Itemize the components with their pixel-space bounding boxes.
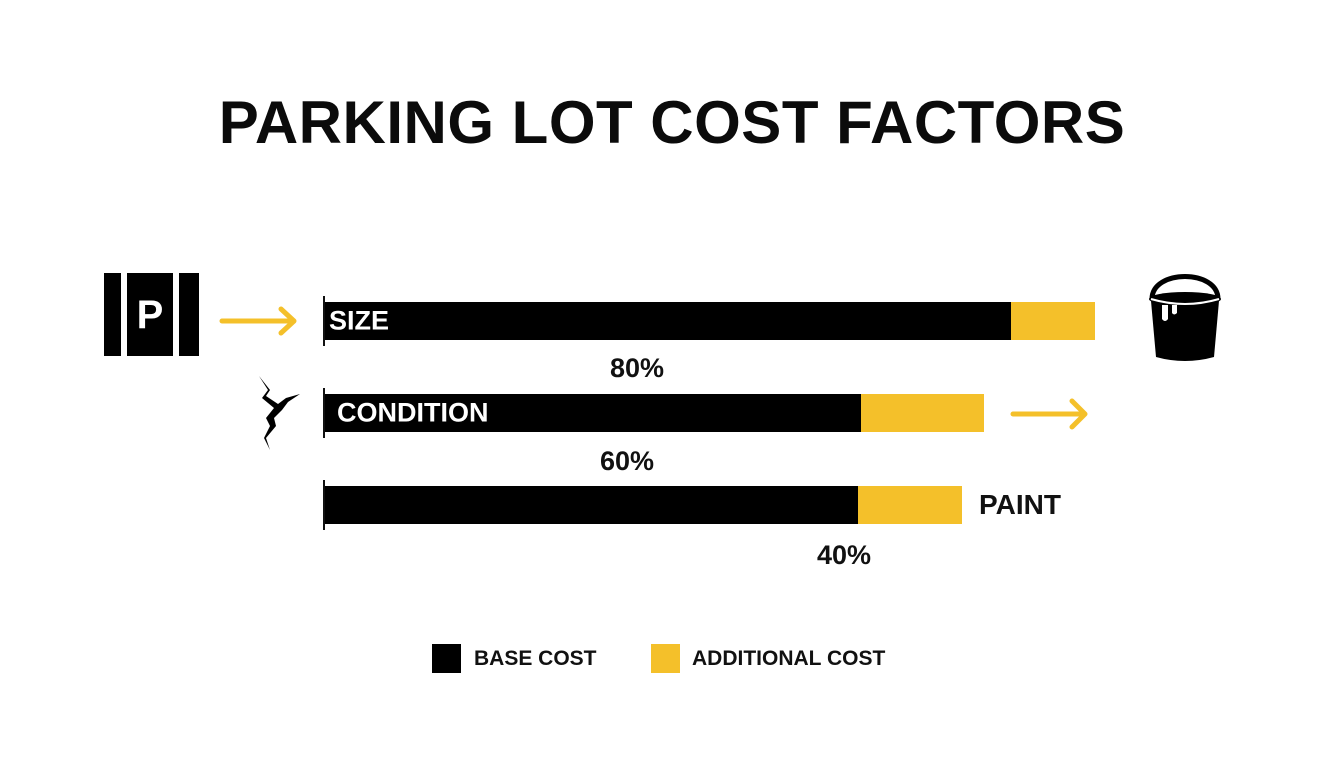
percent-label: 60% <box>599 446 655 476</box>
axis-tick <box>323 296 325 346</box>
bar-segment-base <box>325 486 858 524</box>
bar-size: SIZE <box>325 302 1095 340</box>
bar-segment-base: CONDITION <box>325 394 861 432</box>
axis-tick <box>323 388 325 438</box>
legend-swatch-additional <box>651 644 680 673</box>
bar-segment-additional <box>1011 302 1095 340</box>
legend-label-additional: ADDITIONAL COST <box>692 647 886 670</box>
percent-label: 80% <box>609 353 665 383</box>
bar-condition: CONDITION <box>325 394 984 432</box>
bar-label: SIZE <box>329 305 390 336</box>
bar-segment-base: SIZE <box>325 302 1011 340</box>
arrow-right-icon <box>219 305 299 337</box>
crack-icon <box>256 374 304 452</box>
bar-segment-additional <box>858 486 962 524</box>
bar-paint <box>325 486 962 524</box>
paint-bucket-icon <box>1146 263 1224 363</box>
bar-segment-additional <box>861 394 984 432</box>
svg-text:P: P <box>137 293 164 337</box>
axis-tick <box>323 480 325 530</box>
legend-swatch-base <box>432 644 461 673</box>
bar-label-paint: PAINT <box>979 489 1061 520</box>
chart-title: PARKING LOT COST FACTORS <box>218 89 1126 156</box>
parking-sign-icon: P <box>104 273 199 356</box>
bar-label: CONDITION <box>337 397 489 428</box>
percent-label: 40% <box>816 540 872 570</box>
legend-label-base: BASE COST <box>474 647 597 670</box>
arrow-right-icon <box>1010 397 1090 431</box>
